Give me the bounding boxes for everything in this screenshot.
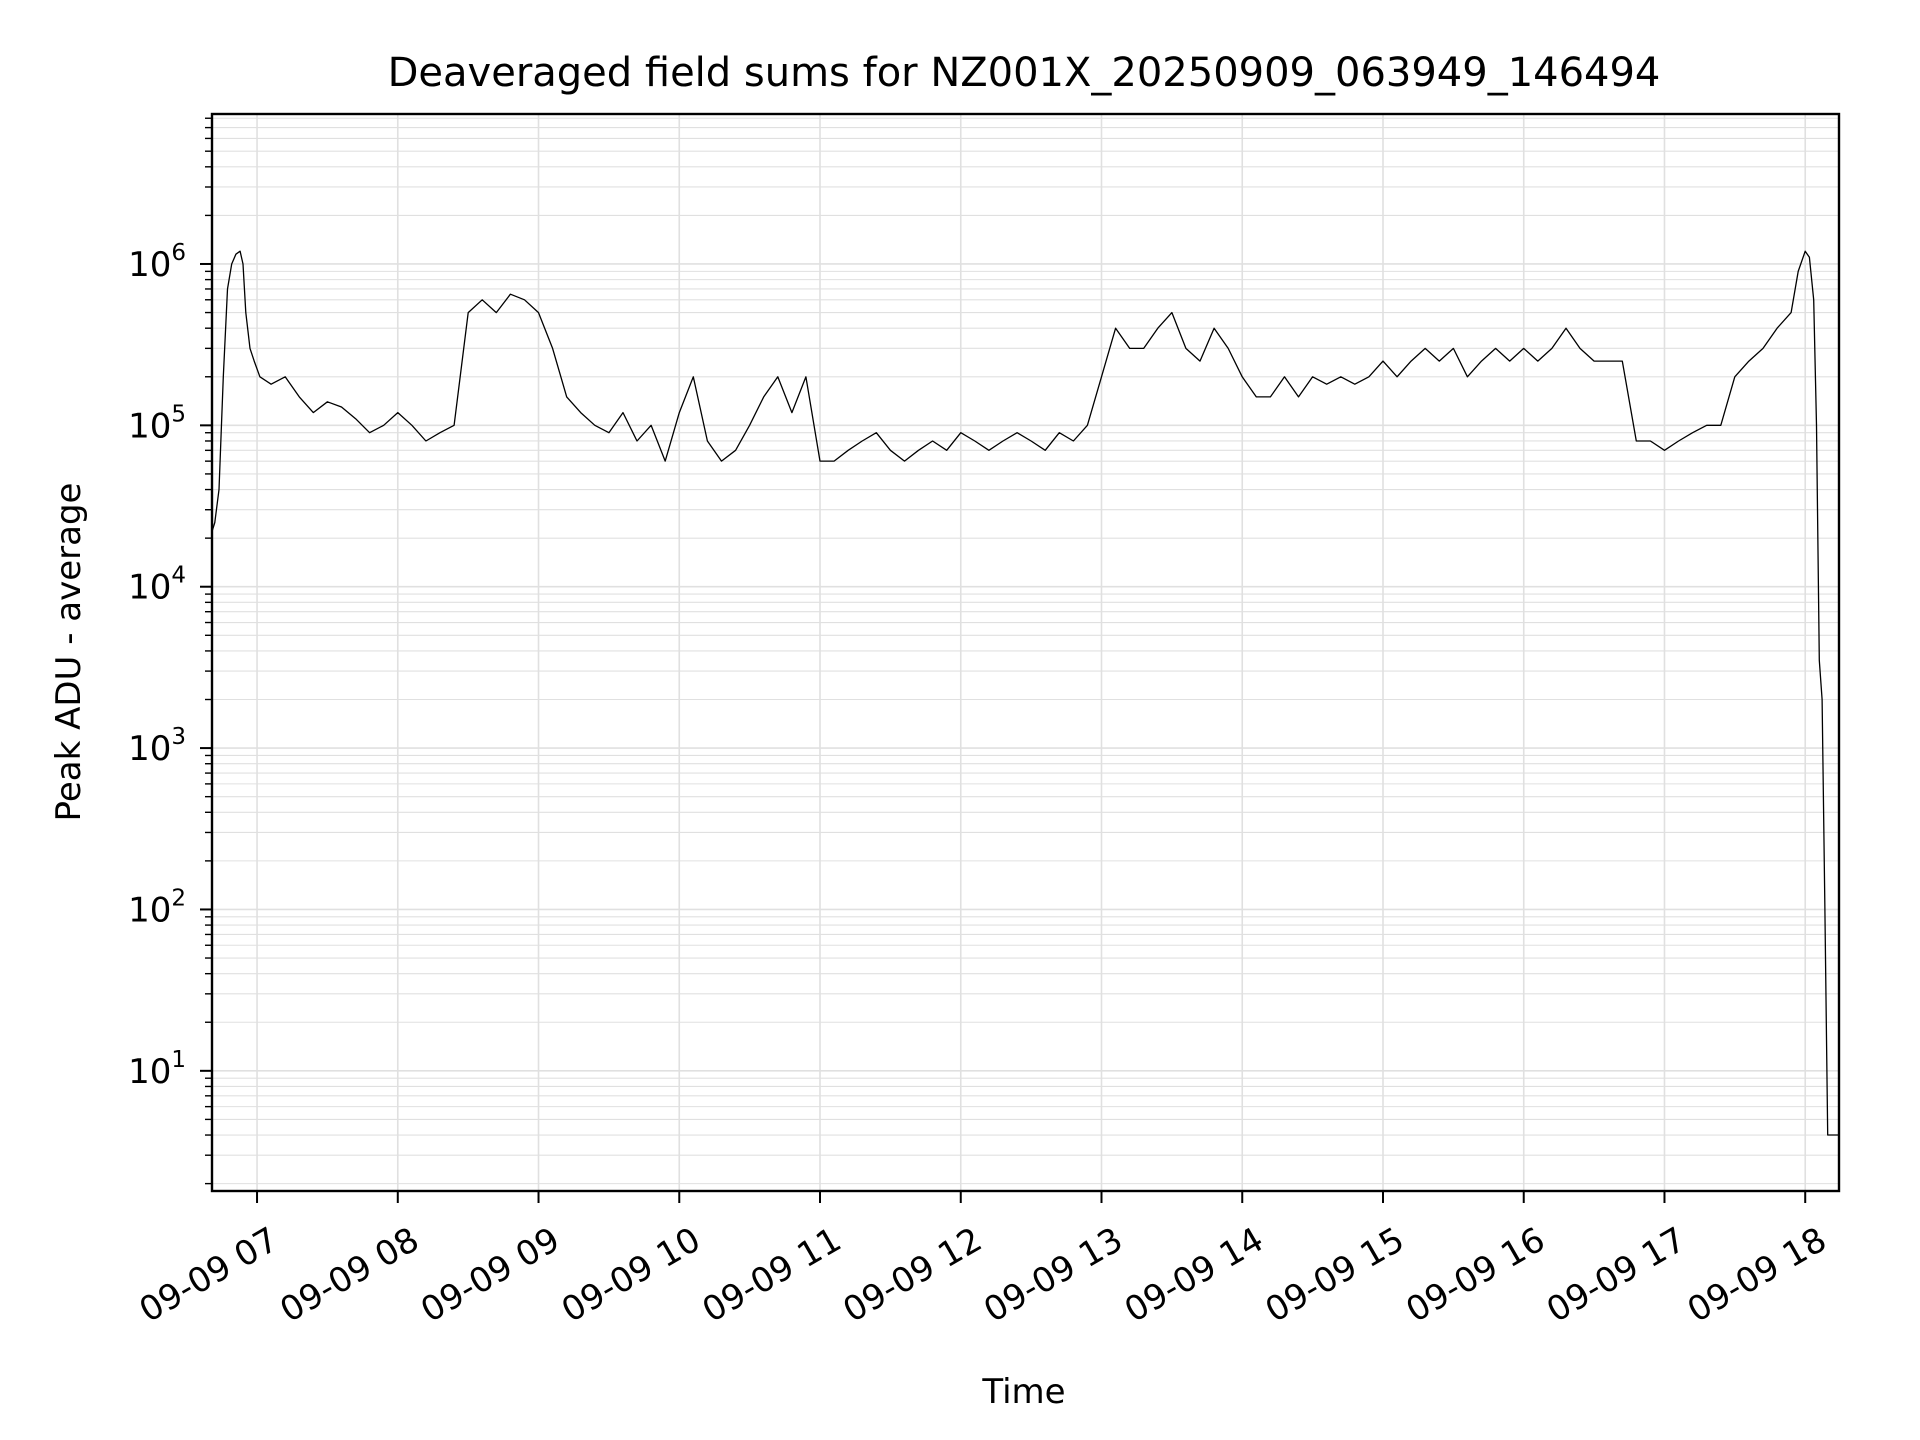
plot-frame xyxy=(210,112,1841,1193)
x-tick-label: 09-09 08 xyxy=(273,1220,425,1331)
grid xyxy=(212,114,1839,1191)
y-tick-exponent: 2 xyxy=(171,885,186,911)
x-axis-label: Time xyxy=(981,1372,1065,1412)
y-tick-exponent: 3 xyxy=(171,724,186,750)
x-tick-label: 09-09 09 xyxy=(414,1220,566,1331)
y-tick-base: 10 xyxy=(128,890,171,930)
x-tick-label: 09-09 12 xyxy=(836,1220,988,1331)
y-tick-base: 10 xyxy=(128,406,171,446)
y-tick-base: 10 xyxy=(128,729,171,769)
y-tick-label: 102 xyxy=(128,885,186,930)
y-tick-label: 103 xyxy=(128,724,186,769)
y-axis-label: Peak ADU - average xyxy=(49,483,89,822)
y-tick-base: 10 xyxy=(128,568,171,608)
y-tick-exponent: 5 xyxy=(171,401,186,427)
x-tick-label: 09-09 10 xyxy=(555,1220,707,1331)
chart-title: Deaveraged field sums for NZ001X_2025090… xyxy=(388,50,1661,96)
y-tick-label: 106 xyxy=(128,240,186,285)
y-tick-base: 10 xyxy=(128,1052,171,1092)
x-tick-label: 09-09 13 xyxy=(977,1220,1129,1331)
y-tick-exponent: 6 xyxy=(171,240,186,266)
y-tick-exponent: 1 xyxy=(171,1047,186,1073)
x-tick-label: 09-09 15 xyxy=(1259,1220,1411,1331)
y-tick-label: 105 xyxy=(128,401,186,446)
y-tick-label: 101 xyxy=(128,1047,186,1092)
x-tick-label: 09-09 14 xyxy=(1118,1220,1270,1331)
y-tick-exponent: 4 xyxy=(171,563,186,589)
y-tick-label: 104 xyxy=(128,563,186,608)
x-tick-label: 09-09 17 xyxy=(1540,1220,1692,1331)
x-tick-label: 09-09 11 xyxy=(696,1220,848,1331)
y-tick-base: 10 xyxy=(128,245,171,285)
x-tick-label: 09-09 18 xyxy=(1681,1220,1833,1331)
x-tick-label: 09-09 07 xyxy=(133,1220,285,1331)
series-line xyxy=(212,250,1839,1136)
x-tick-label: 09-09 16 xyxy=(1399,1220,1551,1331)
